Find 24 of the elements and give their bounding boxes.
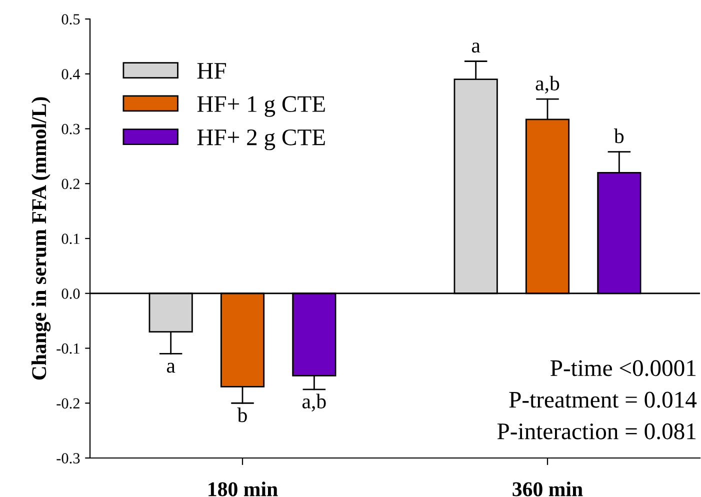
annotation: P-time <0.0001: [550, 360, 696, 376]
annotation: P-treatment = 0.014: [509, 392, 697, 408]
legend-label: HF+ 2 g CTE: [197, 129, 325, 150]
y-tick-label: 0.0: [62, 288, 80, 299]
data-label: a: [472, 42, 480, 53]
y-tick-label: 0.5: [62, 14, 80, 25]
x-tick-label: 360 min: [512, 482, 583, 496]
y-tick-label: -0.1: [56, 343, 80, 354]
data-label: a,b: [302, 394, 326, 412]
y-tick-label: 0.1: [62, 234, 80, 244]
y-tick-label: -0.2: [56, 398, 80, 409]
data-label: a,b: [536, 76, 560, 94]
y-tick-label: 0.3: [62, 124, 80, 134]
data-label: b: [614, 128, 624, 144]
y-axis-title: Change in serum FFA (mmol/L): [31, 97, 51, 380]
y-tick-label: 0.4: [62, 69, 80, 80]
data-label: b: [237, 408, 247, 422]
y-tick-label: -0.3: [56, 453, 80, 464]
legend-label: HF: [197, 63, 226, 79]
y-tick-label: 0.2: [62, 178, 80, 190]
annotation: P-interaction = 0.081: [497, 423, 696, 440]
data-label: a: [166, 362, 176, 373]
legend-label: HF+ 1 g CTE: [197, 96, 325, 117]
x-tick-label: 180 min: [208, 482, 278, 496]
